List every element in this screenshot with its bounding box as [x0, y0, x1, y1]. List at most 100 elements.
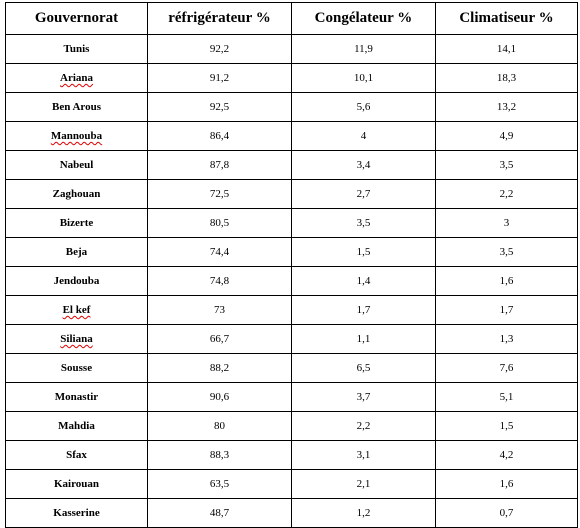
cell-climatiseur: 1,3 — [435, 324, 578, 354]
cell-refrigerateur: 66,7 — [147, 324, 292, 354]
cell-refrigerateur: 86,4 — [147, 121, 292, 151]
table-row: Tunis 92,2 11,9 14,1 — [5, 34, 578, 64]
equipment-table: Gouvernorat réfrigérateur % Congélateur … — [5, 2, 578, 528]
gouvernorat-label: Bizerte — [59, 217, 94, 229]
cell-congelateur: 3,7 — [291, 382, 436, 412]
cell-congelateur: 10,1 — [291, 63, 436, 93]
cell-refrigerateur: 74,8 — [147, 266, 292, 296]
cell-gouvernorat: Ben Arous — [5, 92, 148, 122]
cell-congelateur: 1,4 — [291, 266, 436, 296]
cell-gouvernorat: Tunis — [5, 34, 148, 64]
cell-climatiseur: 7,6 — [435, 353, 578, 383]
header-climatiseur: Climatiseur % — [435, 2, 578, 35]
gouvernorat-label: Kairouan — [53, 478, 100, 490]
cell-congelateur: 1,1 — [291, 324, 436, 354]
cell-gouvernorat: Kasserine — [5, 498, 148, 528]
table-row: Sfax 88,3 3,1 4,2 — [5, 440, 578, 470]
cell-congelateur: 11,9 — [291, 34, 436, 64]
cell-climatiseur: 3,5 — [435, 150, 578, 180]
cell-congelateur: 4 — [291, 121, 436, 151]
cell-congelateur: 5,6 — [291, 92, 436, 122]
gouvernorat-label: Beja — [65, 246, 88, 258]
gouvernorat-label: Nabeul — [59, 159, 94, 171]
gouvernorat-label: Siliana — [60, 333, 93, 345]
cell-congelateur: 2,7 — [291, 179, 436, 209]
gouvernorat-label: El kef — [62, 304, 91, 316]
cell-refrigerateur: 92,5 — [147, 92, 292, 122]
cell-refrigerateur: 80 — [147, 411, 292, 441]
cell-climatiseur: 13,2 — [435, 92, 578, 122]
cell-refrigerateur: 48,7 — [147, 498, 292, 528]
cell-refrigerateur: 74,4 — [147, 237, 292, 267]
cell-gouvernorat: Monastir — [5, 382, 148, 412]
gouvernorat-label: Sousse — [60, 362, 93, 374]
gouvernorat-label: Ben Arous — [51, 101, 101, 113]
table-body: Tunis 92,2 11,9 14,1 Ariana 91,2 10,1 18,3 Ben A… — [5, 34, 578, 528]
table-row: Sousse 88,2 6,5 7,6 — [5, 353, 578, 383]
gouvernorat-label: Zaghouan — [52, 188, 101, 200]
header-refrigerateur: réfrigérateur % — [147, 2, 292, 35]
cell-refrigerateur: 92,2 — [147, 34, 292, 64]
cell-congelateur: 1,2 — [291, 498, 436, 528]
cell-climatiseur: 1,7 — [435, 295, 578, 325]
cell-gouvernorat: El kef — [5, 295, 148, 325]
cell-congelateur: 2,1 — [291, 469, 436, 499]
cell-gouvernorat: Sousse — [5, 353, 148, 383]
cell-refrigerateur: 80,5 — [147, 208, 292, 238]
cell-congelateur: 3,5 — [291, 208, 436, 238]
cell-gouvernorat: Mannouba — [5, 121, 148, 151]
cell-congelateur: 3,1 — [291, 440, 436, 470]
cell-congelateur: 1,7 — [291, 295, 436, 325]
cell-gouvernorat: Beja — [5, 237, 148, 267]
cell-climatiseur: 3 — [435, 208, 578, 238]
cell-refrigerateur: 88,2 — [147, 353, 292, 383]
cell-refrigerateur: 73 — [147, 295, 292, 325]
cell-climatiseur: 1,6 — [435, 469, 578, 499]
cell-gouvernorat: Mahdia — [5, 411, 148, 441]
cell-refrigerateur: 88,3 — [147, 440, 292, 470]
cell-congelateur: 2,2 — [291, 411, 436, 441]
table-row: Jendouba 74,8 1,4 1,6 — [5, 266, 578, 296]
cell-gouvernorat: Zaghouan — [5, 179, 148, 209]
header-gouvernorat: Gouvernorat — [5, 2, 148, 35]
cell-congelateur: 6,5 — [291, 353, 436, 383]
cell-refrigerateur: 72,5 — [147, 179, 292, 209]
cell-refrigerateur: 90,6 — [147, 382, 292, 412]
table-row: Nabeul 87,8 3,4 3,5 — [5, 150, 578, 180]
gouvernorat-label: Kasserine — [53, 507, 100, 519]
gouvernorat-label: Sfax — [66, 449, 87, 461]
cell-refrigerateur: 63,5 — [147, 469, 292, 499]
table-row: El kef 73 1,7 1,7 — [5, 295, 578, 325]
cell-climatiseur: 1,5 — [435, 411, 578, 441]
document-page: Gouvernorat réfrigérateur % Congélateur … — [5, 2, 578, 528]
cell-gouvernorat: Kairouan — [5, 469, 148, 499]
cell-gouvernorat: Bizerte — [5, 208, 148, 238]
header-congelateur: Congélateur % — [291, 2, 436, 35]
table-row: Siliana 66,7 1,1 1,3 — [5, 324, 578, 354]
gouvernorat-label: Mahdia — [58, 420, 95, 432]
table-row: Zaghouan 72,5 2,7 2,2 — [5, 179, 578, 209]
gouvernorat-label: Mannouba — [50, 130, 103, 142]
cell-gouvernorat: Nabeul — [5, 150, 148, 180]
cell-gouvernorat: Ariana — [5, 63, 148, 93]
table-row: Mahdia 80 2,2 1,5 — [5, 411, 578, 441]
table-row: Ben Arous 92,5 5,6 13,2 — [5, 92, 578, 122]
table-row: Beja 74,4 1,5 3,5 — [5, 237, 578, 267]
cell-congelateur: 3,4 — [291, 150, 436, 180]
cell-climatiseur: 5,1 — [435, 382, 578, 412]
cell-refrigerateur: 91,2 — [147, 63, 292, 93]
gouvernorat-label: Monastir — [54, 391, 99, 403]
cell-climatiseur: 2,2 — [435, 179, 578, 209]
cell-gouvernorat: Siliana — [5, 324, 148, 354]
gouvernorat-label: Jendouba — [53, 275, 100, 287]
cell-climatiseur: 4,9 — [435, 121, 578, 151]
cell-climatiseur: 3,5 — [435, 237, 578, 267]
cell-climatiseur: 0,7 — [435, 498, 578, 528]
table-row: Kairouan 63,5 2,1 1,6 — [5, 469, 578, 499]
cell-congelateur: 1,5 — [291, 237, 436, 267]
cell-gouvernorat: Jendouba — [5, 266, 148, 296]
gouvernorat-label: Tunis — [63, 43, 90, 55]
cell-climatiseur: 4,2 — [435, 440, 578, 470]
table-row: Bizerte 80,5 3,5 3 — [5, 208, 578, 238]
cell-climatiseur: 14,1 — [435, 34, 578, 64]
